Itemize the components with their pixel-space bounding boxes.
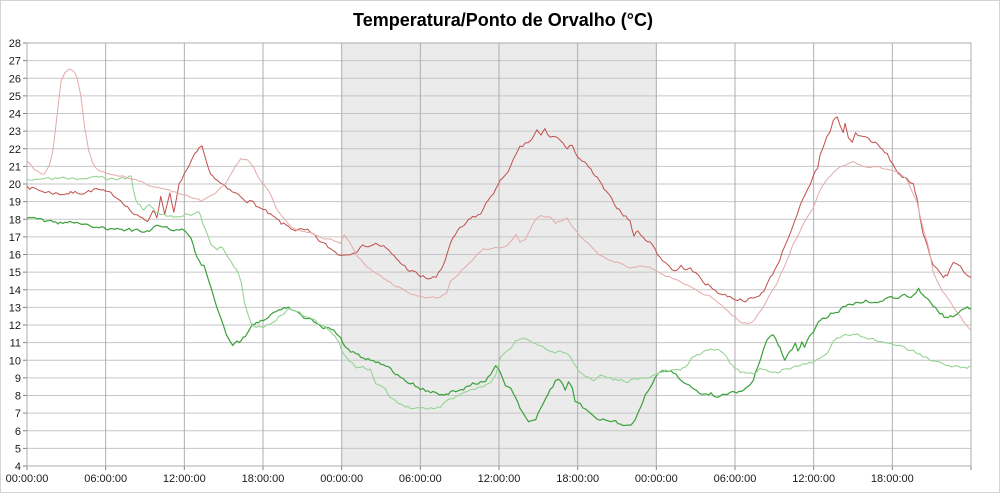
y-axis-label: 4	[15, 461, 21, 473]
series-temperatura-dark-red	[26, 116, 972, 303]
y-axis-label: 11	[10, 338, 21, 350]
y-axis-label: 7	[15, 408, 21, 420]
x-axis-label: 12:00:00	[478, 473, 521, 485]
plot-area: 4 5 6 7 8 9 10 11 12 13 14 15 16 17 18 19 20 21 22 23 24 25 26…	[6, 38, 972, 485]
y-axis-label: 12	[9, 320, 21, 332]
x-axis-label: 06:00:00	[714, 473, 757, 485]
x-axis-label: 18:00:00	[556, 473, 599, 485]
y-axis-label: 23	[9, 126, 21, 138]
x-axis-label: 00:00:00	[6, 473, 49, 485]
y-axis-label: 19	[9, 197, 21, 209]
x-axis-label: 00:00:00	[320, 473, 363, 485]
x-axis-label: 00:00:00	[635, 473, 678, 485]
chart-title: Temperatura/Ponto de Orvalho (°C)	[353, 10, 653, 30]
y-axis-label: 22	[9, 144, 21, 156]
y-axis-label: 14	[9, 285, 21, 297]
y-axis-label: 16	[9, 250, 21, 262]
series-temperatura-light-red	[26, 68, 972, 331]
y-axis-label: 5	[15, 443, 21, 455]
y-axis-label: 21	[9, 161, 21, 173]
y-axis-label: 13	[9, 302, 21, 314]
x-axis-label: 12:00:00	[792, 473, 835, 485]
series-ponto-orvalho-dark-green	[26, 216, 972, 427]
y-axis-label: 9	[15, 373, 21, 385]
y-axis-label: 10	[9, 355, 21, 367]
series-ponto-orvalho-light-green	[26, 175, 971, 410]
y-axis-label: 8	[15, 391, 21, 403]
y-axis-label: 28	[9, 38, 21, 50]
y-axis-label: 20	[9, 179, 21, 191]
y-axis-label: 24	[9, 109, 21, 121]
y-axis-label: 17	[9, 232, 21, 244]
x-axis-label: 18:00:00	[871, 473, 914, 485]
y-axis-label: 15	[9, 267, 21, 279]
y-axis-label: 26	[9, 73, 21, 85]
plot-border	[26, 42, 972, 467]
x-axis-label: 06:00:00	[84, 473, 127, 485]
x-axis-label: 06:00:00	[399, 473, 442, 485]
x-axis-label: 18:00:00	[242, 473, 285, 485]
y-axis-label: 6	[15, 426, 21, 438]
y-axis-label: 18	[9, 214, 21, 226]
y-axis-label: 25	[9, 91, 21, 103]
y-axis-label: 27	[9, 56, 21, 68]
x-axis-label: 12:00:00	[163, 473, 206, 485]
